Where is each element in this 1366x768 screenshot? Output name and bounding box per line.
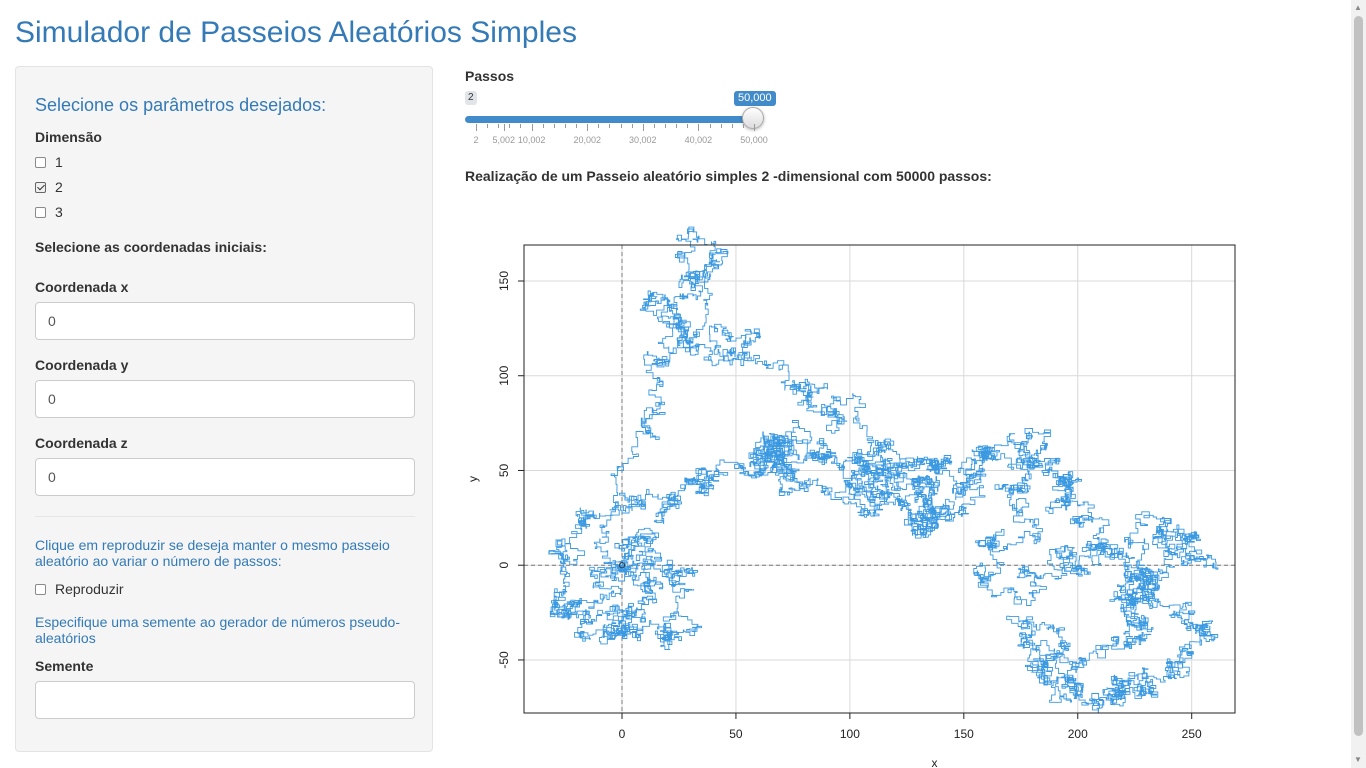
slider-tick	[609, 124, 611, 128]
sidebar-divider	[35, 516, 415, 517]
coord-x-label: Coordenada x	[35, 279, 129, 295]
reproduce-label: Reproduzir	[55, 581, 124, 597]
sidebar-panel: Selecione os parâmetros desejados: Dimen…	[15, 66, 433, 752]
slider-tick	[620, 124, 622, 128]
x-tick-label: 200	[1068, 727, 1088, 741]
x-tick-label: 150	[954, 727, 974, 741]
slider-tick	[653, 124, 655, 128]
y-tick-label: -50	[497, 651, 511, 669]
reproduce-option[interactable]: Reproduzir	[35, 581, 123, 597]
scroll-up-icon[interactable]: ▲	[1354, 3, 1362, 12]
slider-tick	[598, 124, 600, 128]
x-tick-label: 250	[1182, 727, 1202, 741]
coord-z-label: Coordenada z	[35, 435, 128, 451]
slider-major-tick	[503, 124, 505, 131]
dimension-label: Dimensão	[35, 129, 102, 145]
seed-help-text: Especifique uma semente ao gerador de nú…	[35, 614, 400, 646]
steps-slider-handle[interactable]	[742, 107, 764, 129]
slider-grid-label: 20,002	[573, 135, 601, 145]
sidebar-heading: Selecione os parâmetros desejados:	[35, 95, 327, 115]
coord-y-label: Coordenada y	[35, 357, 129, 373]
slider-tick	[665, 124, 667, 128]
seed-input[interactable]	[35, 681, 415, 719]
slider-major-tick	[531, 124, 533, 131]
scroll-down-icon[interactable]: ▼	[1354, 755, 1362, 764]
plot-caption: Realização de um Passeio aleatório simpl…	[465, 168, 992, 184]
slider-grid-label: 2	[473, 135, 479, 145]
coord-x-input[interactable]: 0	[35, 302, 415, 340]
page-scrollbar[interactable]: ▲ ▼	[1351, 0, 1366, 768]
slider-grid-label: 5,002	[492, 135, 516, 145]
slider-tick	[742, 124, 744, 128]
coords-heading: Selecione as coordenadas iniciais:	[35, 239, 267, 255]
slider-tick	[576, 124, 578, 128]
slider-tick	[687, 124, 689, 128]
slider-tick	[564, 124, 566, 128]
slider-tick	[498, 124, 500, 128]
coord-y-input[interactable]: 0	[35, 380, 415, 418]
slider-tick	[520, 124, 522, 128]
dimension-option-3[interactable]: 3	[35, 204, 63, 220]
random-walk-plot: 0 50 100 150 200 250 -50 0 50 100 150 x y	[466, 226, 1236, 768]
slider-major-tick	[698, 124, 700, 131]
slider-grid-label: 30,002	[629, 135, 657, 145]
dimension-2-label: 2	[55, 179, 63, 195]
coord-z-input[interactable]: 0	[35, 458, 415, 496]
scrollbar-thumb[interactable]	[1354, 16, 1363, 736]
dimension-1-label: 1	[55, 154, 63, 170]
dimension-option-2[interactable]: 2	[35, 179, 63, 195]
slider-major-tick	[642, 124, 644, 131]
slider-major-tick	[754, 124, 755, 131]
slider-tick	[720, 124, 722, 128]
y-tick-label: 100	[497, 365, 511, 385]
y-tick-label: 150	[497, 271, 511, 291]
slider-tick	[509, 124, 511, 128]
plot-frame	[523, 244, 1236, 714]
dimension-2-checkbox[interactable]	[35, 181, 46, 193]
slider-value-badge: 50,000	[734, 91, 776, 106]
dimension-option-1[interactable]: 1	[35, 154, 63, 170]
x-tick-label: 50	[729, 727, 743, 741]
slider-major-tick	[476, 124, 477, 131]
slider-grid-label: 50,000	[740, 135, 768, 145]
steps-slider-track[interactable]	[465, 116, 755, 123]
x-axis-title: x	[932, 756, 938, 768]
app-title: Simulador de Passeios Aleatórios Simples	[15, 16, 577, 49]
y-tick-label: 0	[497, 562, 511, 569]
x-tick-label: 100	[840, 727, 860, 741]
reproduce-help-text: Clique em reproduzir se deseja manter o …	[35, 537, 390, 569]
y-axis-title: y	[466, 476, 480, 482]
x-tick-label: 0	[619, 727, 626, 741]
random-walk-path	[548, 226, 1219, 714]
slider-min-badge: 2	[465, 91, 477, 105]
slider-tick	[631, 124, 633, 128]
slider-tick	[731, 124, 733, 128]
slider-grid-label: 10,002	[517, 135, 546, 145]
steps-slider-label: Passos	[465, 68, 515, 84]
dimension-1-checkbox[interactable]	[35, 156, 46, 168]
seed-label: Semente	[35, 658, 94, 674]
reproduce-checkbox[interactable]	[35, 583, 46, 595]
slider-grid-label: 40,002	[684, 135, 713, 145]
dimension-3-label: 3	[55, 204, 63, 220]
slider-tick	[487, 124, 489, 128]
slider-tick	[542, 124, 544, 128]
slider-major-tick	[587, 124, 589, 131]
start-point-marker	[618, 562, 626, 569]
slider-tick	[553, 124, 555, 128]
slider-tick	[709, 124, 711, 128]
dimension-3-checkbox[interactable]	[35, 206, 46, 218]
y-tick-label: 50	[497, 463, 511, 477]
slider-tick	[676, 124, 678, 128]
